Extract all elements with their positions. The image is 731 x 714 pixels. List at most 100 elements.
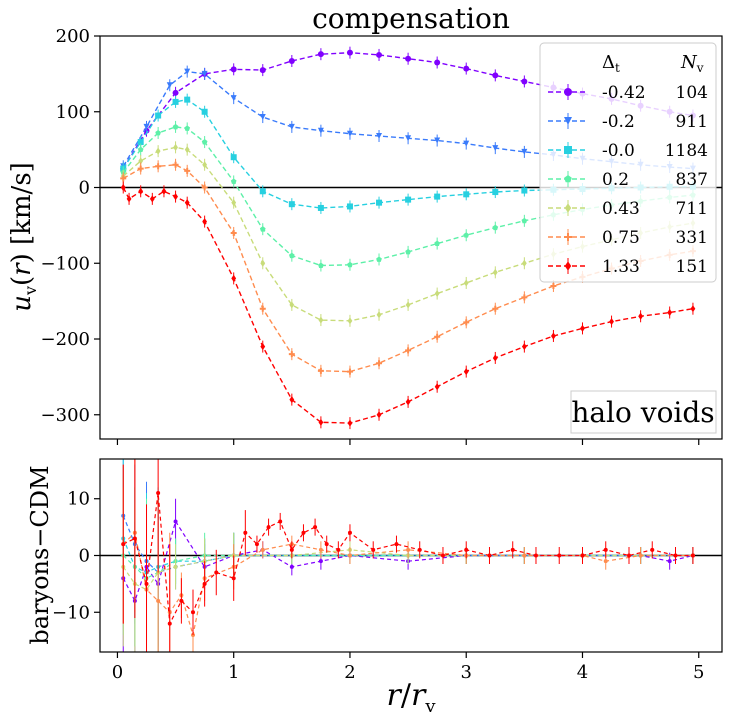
data-point (564, 88, 572, 96)
data-point (120, 175, 127, 182)
diff-point (289, 547, 294, 552)
data-point (184, 199, 190, 207)
diff-point (179, 598, 184, 603)
data-point (166, 82, 173, 89)
diff-point (406, 547, 411, 552)
data-point (463, 232, 470, 238)
legend-row: 1.33 151 (548, 257, 708, 277)
data-point (347, 317, 353, 325)
diff-point (156, 598, 161, 603)
data-point (201, 184, 208, 191)
y-tick-label: 0 (79, 178, 90, 199)
data-point (434, 137, 441, 144)
diff-point (394, 542, 399, 547)
data-point (405, 135, 412, 142)
data-point (405, 347, 412, 354)
data-point (230, 66, 237, 73)
data-point (434, 383, 440, 391)
diff-series-0.43 (121, 487, 695, 652)
legend-delta: -0.2 (602, 112, 635, 132)
x-tick-label: 2 (344, 662, 355, 683)
data-point (260, 259, 266, 267)
data-point (521, 259, 527, 267)
data-point (564, 203, 572, 213)
data-point (492, 268, 498, 276)
y-tick-label: 10 (67, 489, 90, 510)
diff-point (464, 547, 469, 552)
diff-point (417, 547, 422, 552)
data-point (317, 51, 324, 58)
data-point (376, 199, 383, 206)
data-point (201, 139, 208, 145)
data-point (609, 317, 614, 326)
data-point (120, 183, 126, 192)
legend-n: 837 (676, 170, 708, 190)
data-point (317, 204, 324, 211)
diff-point (301, 530, 306, 535)
diff-point (626, 553, 631, 558)
data-point (376, 411, 382, 419)
x-tick-label: 3 (460, 662, 471, 683)
data-point (347, 261, 353, 268)
legend-delta: -0.0 (602, 141, 635, 161)
x-tick-label: 4 (577, 662, 588, 683)
data-point (155, 147, 161, 155)
data-point (230, 229, 237, 236)
data-point (521, 187, 528, 194)
legend-header-delta: Δt (602, 52, 620, 75)
data-point (690, 305, 696, 313)
data-point (172, 123, 179, 130)
data-point (288, 201, 295, 208)
bottom-y-ticks: 10 0 −10 (52, 489, 100, 623)
diff-point (510, 547, 515, 552)
diff-point (371, 547, 376, 552)
diff-point (603, 559, 608, 564)
legend-row: 0.43 711 (548, 199, 708, 219)
data-point (550, 282, 557, 289)
data-point (405, 248, 411, 255)
diff-point (318, 559, 323, 564)
data-point (346, 49, 353, 56)
series-0.2 (120, 120, 696, 272)
data-point (230, 95, 237, 102)
data-point (137, 165, 144, 172)
legend-delta: 0.43 (602, 199, 640, 219)
legend-n: 151 (676, 257, 708, 277)
data-point (564, 175, 572, 183)
legend: Δt Nv -0.42 104 -0.2 911 -0.0 1184 0.2 837 0.43 7… (539, 42, 717, 283)
diff-point (650, 547, 655, 552)
top-y-ticks: 200 100 0 −100 −200 −300 (41, 26, 100, 426)
x-tick-label: 1 (228, 662, 239, 683)
diff-point (440, 553, 445, 558)
bottom-panel: 10 0 −10 0 1 2 3 4 5 baryons−CDM (26, 458, 723, 683)
data-point (137, 146, 144, 153)
data-point (667, 308, 673, 317)
y-tick-label: −100 (41, 253, 90, 274)
data-point (521, 217, 528, 224)
diff-series-1.33 (121, 459, 695, 652)
data-point (463, 279, 469, 287)
diff-point (667, 559, 672, 564)
y-tick-label: −10 (52, 602, 90, 623)
data-point (318, 262, 324, 268)
data-point (184, 96, 191, 103)
data-point (173, 143, 178, 151)
legend-n: 911 (676, 112, 708, 132)
data-point (434, 240, 441, 246)
y-tick-label: −200 (41, 329, 90, 350)
diff-point (191, 610, 196, 615)
x-tick-label: 0 (112, 662, 123, 683)
top-x-ticks (116, 439, 700, 445)
data-point (376, 311, 382, 319)
data-point (463, 367, 469, 376)
data-point (161, 187, 167, 195)
data-point (137, 139, 144, 146)
diff-point (144, 581, 149, 586)
data-point (288, 351, 295, 358)
top-axes-frame (99, 35, 723, 440)
diff-point (231, 576, 236, 581)
diff-point (638, 553, 643, 558)
data-point (346, 368, 353, 375)
data-point (434, 333, 441, 340)
